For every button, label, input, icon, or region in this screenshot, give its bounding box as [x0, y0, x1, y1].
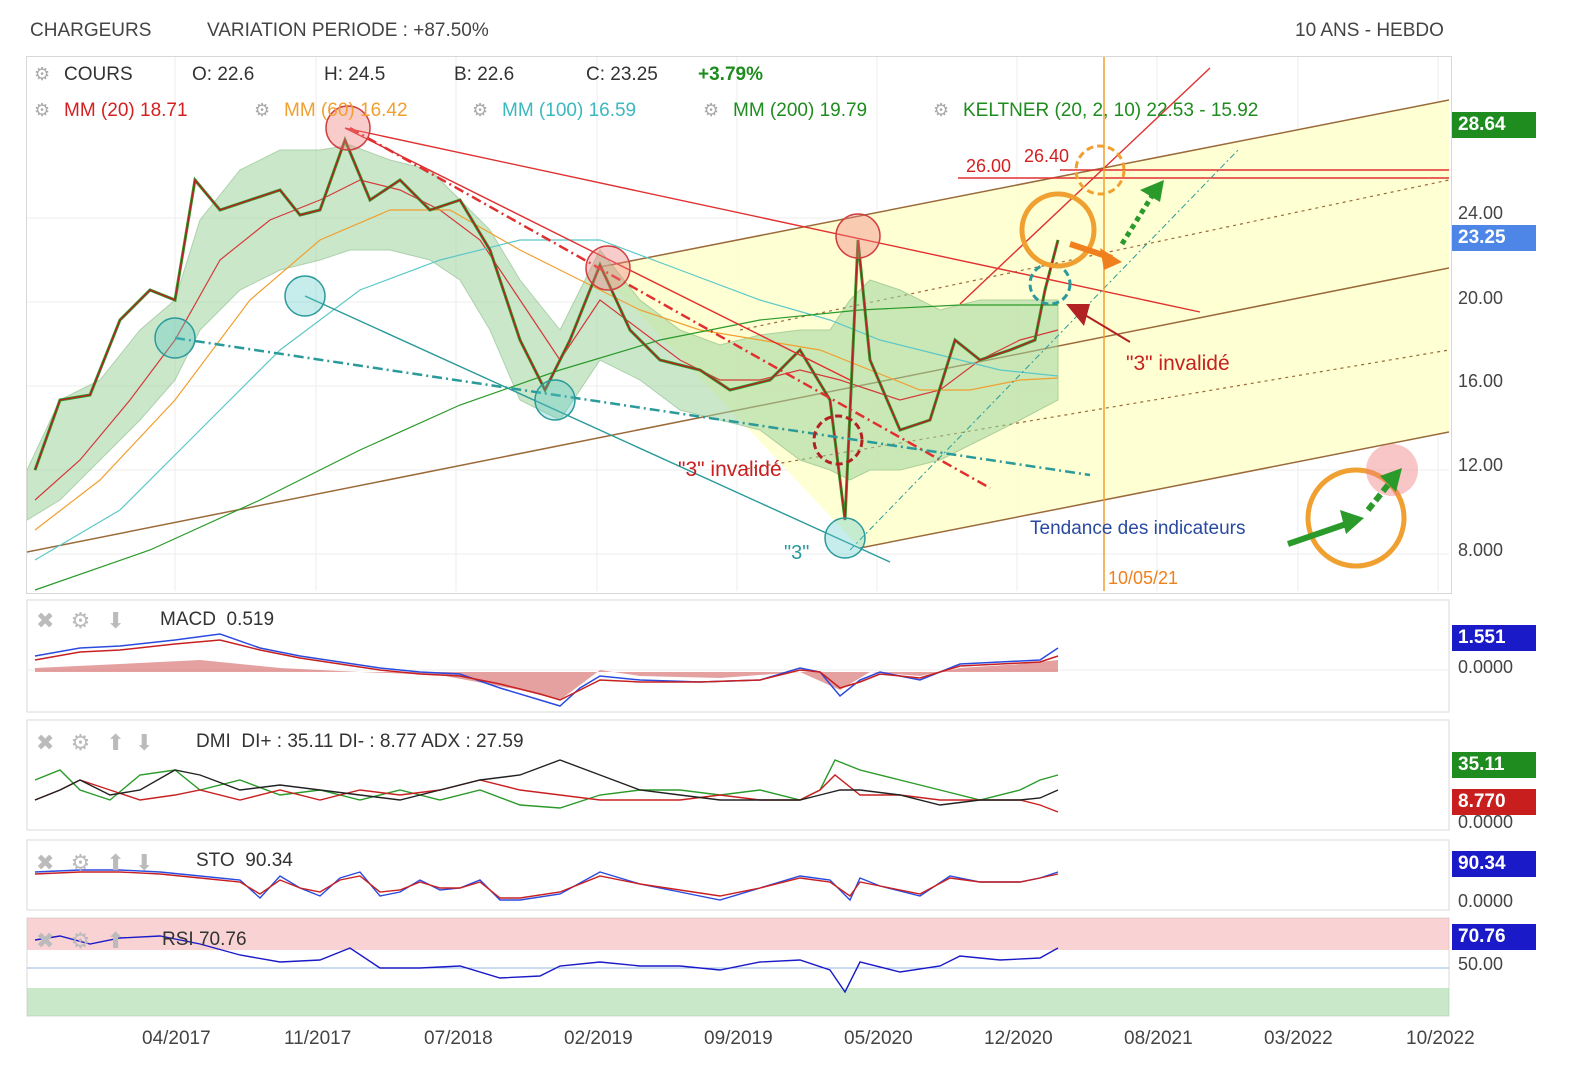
legend-mm20: ⚙ MM (20) 18.71 — [34, 100, 188, 121]
x-tick: 04/2017 — [142, 1028, 211, 1049]
date-marker-label: 10/05/21 — [1108, 568, 1179, 588]
period-selector[interactable]: 10 ANS - HEBDO — [1295, 20, 1444, 41]
gear-icon[interactable]: ⚙ — [703, 100, 720, 120]
mm20-line — [34, 179, 1059, 501]
x-tick: 09/2019 — [704, 1028, 773, 1049]
macd-chart — [26, 599, 1450, 713]
sto-tag: 90.34 — [1452, 851, 1536, 877]
rsi-controls: ✖ ⚙ ⬆ — [36, 928, 125, 954]
arrow-up-icon[interactable]: ⬆ — [106, 928, 125, 953]
sto-axis-zero: 0.0000 — [1458, 891, 1514, 911]
legend-keltner: ⚙ KELTNER (20, 2, 10) 22.53 - 15.92 — [933, 100, 1259, 121]
legend-mm60: ⚙ MM (60) 16.42 — [254, 100, 408, 121]
arrow-up-icon[interactable]: ⬆ — [106, 850, 125, 875]
di-minus-tag: 8.770 — [1452, 789, 1536, 815]
period-variation: VARIATION PERIODE : +87.50% — [207, 20, 489, 41]
x-tick: 12/2020 — [984, 1028, 1053, 1049]
wave-3-label: "3" — [784, 542, 810, 564]
arrow-down-icon[interactable]: ⬇ — [134, 850, 154, 875]
invalid-label-right: "3" invalidé — [1126, 352, 1230, 375]
legend-mm100: ⚙ MM (100) 16.59 — [472, 100, 637, 121]
level-2640-label: 26.40 — [1024, 146, 1070, 166]
macd-tag: 1.551 — [1452, 625, 1536, 651]
rsi-tag: 70.76 — [1452, 924, 1536, 950]
macd-controls: ✖ ⚙ ⬇ — [36, 608, 125, 634]
legend-mm200: ⚙ MM (200) 19.79 — [703, 100, 868, 121]
legend-low: B: 22.6 — [454, 64, 515, 85]
legend-open: O: 22.6 — [192, 64, 255, 85]
pivot-circles — [154, 105, 1418, 569]
symbol-name: CHARGEURS — [30, 20, 152, 41]
x-tick: 02/2019 — [564, 1028, 633, 1049]
gear-icon[interactable]: ⚙ — [70, 928, 91, 953]
invalid-label-left: "3" invalidé — [678, 458, 782, 481]
legend-cours: ⚙ COURS — [34, 64, 133, 85]
annotation-arrows — [1066, 180, 1402, 547]
close-icon[interactable]: ✖ — [36, 730, 55, 755]
upper-channel-tag: 28.64 — [1452, 112, 1536, 138]
close-icon[interactable]: ✖ — [36, 850, 55, 875]
arrow-down-icon[interactable]: ⬇ — [134, 730, 154, 755]
x-tick: 07/2018 — [424, 1028, 493, 1049]
gear-icon[interactable]: ⚙ — [34, 64, 51, 84]
legend-close: C: 23.25 — [586, 64, 658, 85]
price-tick: 24.00 — [1458, 203, 1504, 223]
sto-chart — [26, 839, 1450, 911]
legend-change: +3.79% — [698, 64, 763, 85]
close-icon[interactable]: ✖ — [36, 928, 55, 953]
last-price-tag: 23.25 — [1452, 225, 1536, 251]
rsi-chart — [26, 917, 1450, 1017]
x-tick: 05/2020 — [844, 1028, 913, 1049]
close-icon[interactable]: ✖ — [36, 608, 55, 633]
dashdot-teal-support — [174, 336, 1091, 477]
gear-icon[interactable]: ⚙ — [933, 100, 950, 120]
sto-title: STO 90.34 — [196, 850, 293, 871]
dmi-controls: ✖ ⚙ ⬆ ⬇ — [36, 730, 153, 756]
macd-title: MACD 0.519 — [160, 609, 275, 630]
gear-icon[interactable]: ⚙ — [70, 850, 91, 875]
legend-high: H: 24.5 — [324, 64, 386, 85]
gear-icon[interactable]: ⚙ — [70, 608, 91, 633]
rsi-title: RSI 70.76 — [162, 929, 247, 950]
x-tick: 03/2022 — [1264, 1028, 1333, 1049]
arrow-up-icon[interactable]: ⬆ — [106, 730, 125, 755]
mm200-line — [34, 304, 1058, 591]
macd-axis-zero: 0.0000 — [1458, 657, 1514, 677]
dmi-axis-zero: 0.0000 — [1458, 812, 1514, 832]
sto-controls: ✖ ⚙ ⬆ ⬇ — [36, 850, 153, 876]
dashdot-red-trend — [349, 126, 991, 490]
mm100-line — [34, 239, 1059, 561]
indicator-trend-label: Tendance des indicateurs — [1030, 518, 1246, 539]
gear-icon[interactable]: ⚙ — [254, 100, 271, 120]
x-tick: 08/2021 — [1124, 1028, 1193, 1049]
gear-icon[interactable]: ⚙ — [472, 100, 489, 120]
teal-line — [304, 295, 891, 563]
x-tick: 11/2017 — [284, 1028, 352, 1049]
mm60-line — [34, 209, 1059, 531]
gear-icon[interactable]: ⚙ — [34, 100, 51, 120]
dmi-chart — [26, 719, 1450, 831]
price-tick: 8.000 — [1458, 540, 1504, 560]
gear-icon[interactable]: ⚙ — [70, 730, 91, 755]
keltner-band — [27, 144, 1059, 521]
teal-dashed-line — [849, 147, 1241, 551]
x-tick: 10/2022 — [1406, 1028, 1475, 1049]
dmi-title: DMI DI+ : 35.11 DI- : 8.77 ADX : 27.59 — [196, 731, 524, 752]
price-tick: 20.00 — [1458, 288, 1504, 308]
price-tick: 16.00 — [1458, 371, 1504, 391]
di-plus-tag: 35.11 — [1452, 752, 1536, 778]
price-series-down — [34, 137, 1059, 521]
arrow-down-icon[interactable]: ⬇ — [106, 608, 125, 633]
level-26-label: 26.00 — [966, 156, 1012, 176]
rsi-axis-50: 50.00 — [1458, 954, 1504, 974]
price-tick: 12.00 — [1458, 455, 1504, 475]
